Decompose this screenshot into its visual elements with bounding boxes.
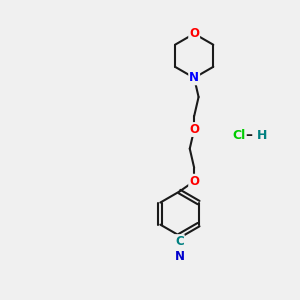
- Text: O: O: [189, 27, 199, 40]
- Text: H: H: [257, 129, 267, 142]
- Text: O: O: [189, 123, 199, 136]
- Text: O: O: [189, 175, 199, 188]
- Text: Cl: Cl: [232, 129, 246, 142]
- Text: –: –: [245, 128, 252, 142]
- Text: N: N: [189, 71, 199, 84]
- Text: N: N: [174, 250, 184, 263]
- Text: C: C: [175, 235, 184, 248]
